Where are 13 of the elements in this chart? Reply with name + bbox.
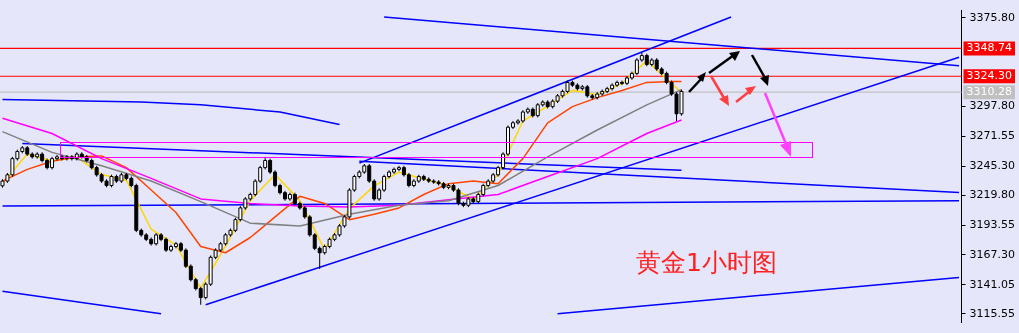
y-tick-label: 3193.55 <box>969 217 1016 231</box>
y-tick-label: 3271.55 <box>969 129 1016 143</box>
annotation: 黄金1小时图 <box>636 247 777 279</box>
ref-line-label: 3348.74 <box>966 41 1013 55</box>
y-tick-label: 3115.55 <box>969 306 1016 320</box>
y-tick-label: 3297.80 <box>969 99 1016 113</box>
y-tick-label: 3375.80 <box>969 10 1016 24</box>
y-tick-label: 3141.05 <box>969 277 1016 291</box>
ref-line-label: 3324.30 <box>966 69 1013 83</box>
y-tick-label: 3167.30 <box>969 247 1016 261</box>
y-tick-label: 3245.30 <box>969 159 1016 173</box>
ref-line-label: 3310.28 <box>966 85 1013 99</box>
y-tick-label: 3219.80 <box>969 188 1016 202</box>
